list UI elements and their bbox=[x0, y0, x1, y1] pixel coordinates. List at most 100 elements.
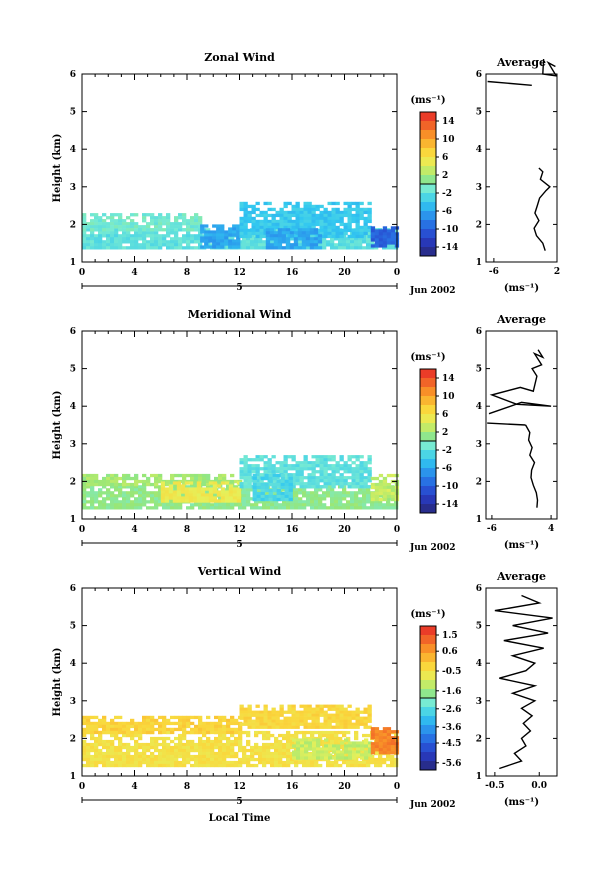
heatmap-cell bbox=[160, 490, 166, 494]
heatmap-cell bbox=[162, 240, 167, 244]
heatmap-cell bbox=[130, 228, 135, 232]
x-tick-label: 12 bbox=[233, 268, 246, 278]
heatmap-cell bbox=[287, 455, 292, 459]
heatmap-cell bbox=[323, 455, 328, 459]
heatmap-cell bbox=[110, 228, 115, 232]
heatmap-cell bbox=[190, 506, 195, 510]
profile-y-tick-label: 2 bbox=[476, 220, 482, 230]
heatmap-cell bbox=[114, 473, 119, 478]
heatmap-cell bbox=[239, 458, 244, 462]
heatmap-cell bbox=[303, 719, 308, 723]
heatmap-cell bbox=[343, 213, 348, 218]
heatmap-cell bbox=[206, 476, 211, 481]
heatmap-cell bbox=[212, 236, 217, 240]
profile-x-label: (ms⁻¹) bbox=[504, 283, 539, 294]
heatmap-cell bbox=[230, 503, 235, 507]
heatmap-cell bbox=[236, 490, 242, 494]
heatmap-cell bbox=[386, 757, 391, 762]
heatmap-cell bbox=[299, 464, 304, 468]
heatmap-cell bbox=[242, 246, 247, 250]
heatmap-cell bbox=[299, 716, 304, 720]
heatmap-cell bbox=[289, 246, 295, 250]
heatmap-cell bbox=[218, 733, 223, 738]
heatmap-cell bbox=[86, 243, 91, 247]
heatmap-cell bbox=[323, 225, 328, 230]
heatmap-cells bbox=[82, 455, 400, 510]
heatmap-cell bbox=[382, 232, 388, 236]
heatmap-cell bbox=[374, 733, 380, 737]
heatmap-cell bbox=[274, 742, 279, 747]
heatmap-cell bbox=[274, 745, 279, 750]
heatmap-cell bbox=[154, 473, 159, 478]
heatmap-cell bbox=[363, 228, 368, 233]
heatmap-cell bbox=[82, 721, 87, 726]
heatmap-cell bbox=[266, 733, 271, 738]
heatmap-cell bbox=[370, 491, 376, 496]
profile-line bbox=[524, 424, 539, 508]
heatmap-cell bbox=[236, 230, 241, 234]
heatmap-cell bbox=[331, 207, 336, 212]
heatmap-cell bbox=[282, 500, 287, 504]
heatmap-cell bbox=[182, 754, 187, 759]
heatmap-cell bbox=[188, 499, 194, 503]
heatmap-cell bbox=[216, 490, 222, 494]
heatmap-cell bbox=[102, 727, 107, 732]
heatmap-cell bbox=[367, 225, 372, 230]
heatmap-cell bbox=[102, 243, 107, 247]
heatmap-cell bbox=[130, 234, 135, 238]
heatmap-cell bbox=[106, 237, 111, 241]
heatmap-cell bbox=[298, 488, 303, 492]
colorbar-segment bbox=[420, 441, 436, 451]
heatmap-cell bbox=[94, 727, 99, 732]
heatmap-cell bbox=[279, 713, 284, 717]
heatmap-cell bbox=[170, 763, 175, 768]
heatmap-cell bbox=[255, 713, 260, 717]
heatmap-cell bbox=[283, 210, 288, 215]
heatmap-cell bbox=[270, 763, 275, 768]
heatmap-cell bbox=[267, 201, 272, 206]
heatmap-cell bbox=[102, 234, 107, 238]
heatmap-cell bbox=[150, 231, 155, 235]
heatmap-cell bbox=[102, 485, 107, 489]
colorbar-segment bbox=[420, 450, 436, 460]
heatmap-cell bbox=[274, 503, 279, 507]
heatmap-cell bbox=[367, 234, 372, 239]
heatmap-cell bbox=[158, 234, 163, 238]
heatmap-cell bbox=[276, 479, 281, 484]
heatmap-cell bbox=[134, 479, 139, 484]
heatmap-cell bbox=[118, 742, 123, 747]
heatmap-cell bbox=[390, 238, 396, 242]
colorbar-segment bbox=[420, 495, 436, 505]
heatmap-cell bbox=[118, 763, 123, 768]
heatmap-cell bbox=[98, 718, 103, 723]
heatmap-cell bbox=[118, 246, 123, 250]
heatmap-cell bbox=[370, 506, 375, 510]
heatmap-cell bbox=[106, 721, 111, 726]
heatmap-cell bbox=[275, 710, 280, 714]
heatmap-cell bbox=[158, 760, 163, 765]
heatmap-cell bbox=[126, 503, 131, 507]
heatmap-cell bbox=[292, 753, 297, 757]
heatmap-cell bbox=[313, 243, 319, 247]
heatmap-cell bbox=[338, 491, 343, 495]
heatmap-cell bbox=[283, 476, 288, 480]
heatmap-cell bbox=[335, 725, 340, 729]
heatmap-cell bbox=[386, 243, 391, 247]
heatmap-cell bbox=[355, 228, 360, 233]
heatmap-cell bbox=[243, 204, 248, 209]
heatmap-cell bbox=[332, 747, 337, 751]
heatmap-cell bbox=[186, 748, 191, 753]
heatmap-cell bbox=[90, 234, 95, 238]
heatmap-cell bbox=[266, 754, 271, 759]
heatmap-cell bbox=[315, 704, 320, 708]
heatmap-cell bbox=[94, 494, 99, 498]
heatmap-cell bbox=[250, 748, 255, 753]
heatmap-cell bbox=[134, 733, 139, 738]
heatmap-cell bbox=[363, 470, 368, 474]
heatmap-cell bbox=[202, 479, 207, 484]
heatmap-cell bbox=[224, 493, 230, 497]
heatmap-cell bbox=[94, 754, 99, 759]
heatmap-cell bbox=[210, 748, 215, 753]
heatmap-cell bbox=[382, 246, 387, 250]
heatmap-cell bbox=[263, 716, 268, 720]
